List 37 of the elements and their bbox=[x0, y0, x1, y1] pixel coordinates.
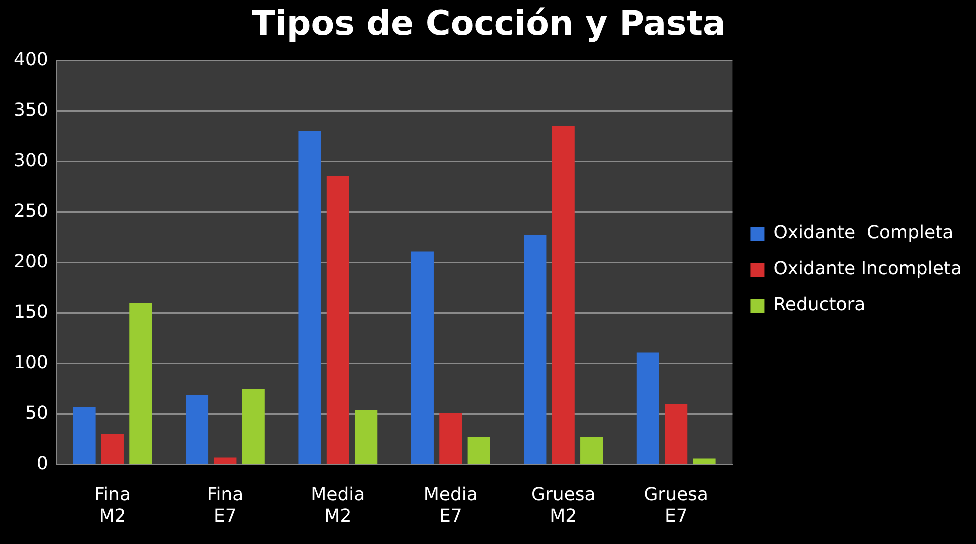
bar bbox=[411, 252, 434, 464]
bar bbox=[326, 176, 350, 464]
y-tick-label: 50 bbox=[25, 402, 48, 424]
bar bbox=[468, 438, 490, 464]
legend-label: Oxidante Completa bbox=[774, 222, 954, 244]
y-tick-label: 250 bbox=[14, 200, 48, 222]
y-tick-label: 0 bbox=[36, 453, 48, 474]
y-tick-label: 400 bbox=[14, 49, 48, 70]
legend-label: Reductora bbox=[774, 294, 866, 316]
x-tick-label: Fina E7 bbox=[207, 484, 244, 527]
bar bbox=[665, 404, 688, 464]
bar bbox=[186, 395, 209, 464]
y-tick-label: 300 bbox=[14, 150, 48, 172]
bar bbox=[130, 303, 152, 464]
bar bbox=[298, 132, 322, 464]
legend-label: Oxidante Incompleta bbox=[774, 258, 962, 280]
bar bbox=[101, 434, 124, 464]
bar bbox=[440, 413, 462, 464]
bar bbox=[693, 458, 716, 464]
y-tick-label: 100 bbox=[14, 352, 48, 374]
x-tick-label: Fina M2 bbox=[94, 484, 131, 527]
bar bbox=[355, 410, 378, 464]
bar bbox=[73, 407, 96, 464]
y-tick-label: 350 bbox=[14, 100, 48, 121]
y-tick-label: 200 bbox=[14, 251, 48, 272]
chart-title: Tipos de Cocción y Pasta bbox=[252, 4, 726, 44]
y-tick-label: 150 bbox=[14, 302, 48, 323]
bar bbox=[524, 236, 547, 464]
x-tick-label: Gruesa M2 bbox=[532, 484, 596, 527]
x-tick-label: Media E7 bbox=[424, 484, 478, 527]
x-tick-label: Media M2 bbox=[311, 484, 366, 527]
bar bbox=[552, 126, 575, 464]
bar bbox=[636, 352, 660, 464]
bar bbox=[580, 438, 604, 464]
bar bbox=[242, 389, 265, 464]
bar bbox=[214, 458, 237, 464]
x-tick-label: Gruesa E7 bbox=[644, 484, 708, 527]
